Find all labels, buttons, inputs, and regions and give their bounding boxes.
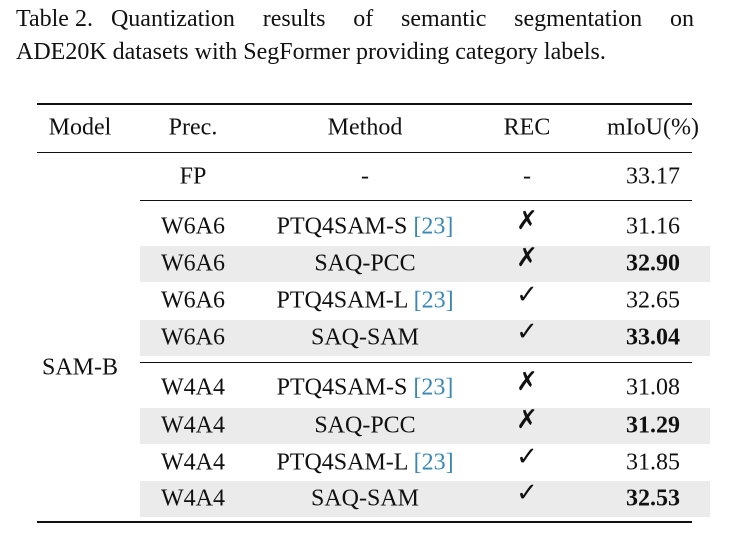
method-name: SAQ-PCC (314, 412, 416, 439)
row-shade (140, 408, 710, 444)
prec-cell: W6A6 (161, 250, 225, 277)
header-cell: mIoU(%) (607, 114, 699, 141)
method-cell: SAQ-SAM (311, 486, 419, 513)
caption-line: ADE20K datasets with SegFormer providing… (16, 39, 606, 65)
citation: [23] (413, 287, 454, 314)
method-name: SAQ-SAM (310, 485, 420, 512)
header-rule (37, 152, 692, 153)
prec-cell: W4A4 (161, 449, 225, 476)
caption-line: Table 2. Quantization results of semanti… (16, 6, 694, 33)
method-name: - (361, 163, 369, 190)
prec-cell: W6A6 (161, 287, 225, 314)
method-cell: PTQ4SAM-S [23] (277, 375, 454, 402)
bottom-rule (37, 521, 692, 523)
method-cell: SAQ-PCC (314, 413, 415, 440)
method-name: PTQ4SAM-L (276, 287, 408, 314)
row-shade (140, 481, 710, 517)
rec-cell: ✓ (516, 317, 538, 347)
method-name: PTQ4SAM-L (276, 449, 408, 476)
prec-cell: W4A4 (161, 374, 225, 401)
prec-cell: W6A6 (161, 324, 225, 351)
rec-cell: ✗ (516, 367, 538, 397)
rec-cell: ✗ (516, 243, 538, 273)
prec-cell: W4A4 (161, 485, 225, 512)
miou-cell: 32.65 (626, 287, 680, 314)
caption-text: Quantization results of semantic segment… (110, 6, 694, 32)
row-shade (140, 320, 710, 356)
miou-cell: 33.04 (626, 324, 680, 351)
prec-cell: W6A6 (161, 213, 225, 240)
model-cell: SAM-B (41, 354, 119, 381)
method-cell: SAQ-SAM (311, 325, 419, 352)
rec-cell: ✓ (516, 442, 538, 472)
method-cell: PTQ4SAM-S [23] (277, 214, 454, 241)
miou-cell: 31.08 (626, 374, 680, 401)
miou-cell: 33.17 (626, 163, 680, 190)
citation: [23] (413, 449, 454, 476)
miou-cell: 32.90 (626, 250, 680, 277)
rec-cell: ✗ (516, 206, 538, 236)
miou-cell: 31.29 (626, 412, 680, 439)
row-shade (140, 246, 710, 282)
rec-cell: ✓ (516, 280, 538, 310)
header-cell: Model (48, 114, 112, 141)
rec-cell: - (523, 163, 531, 190)
method-name: SAQ-PCC (314, 250, 416, 277)
method-name: PTQ4SAM-S (276, 213, 408, 240)
miou-cell: 32.53 (626, 485, 680, 512)
citation: [23] (413, 213, 454, 240)
caption-label: Table 2. (16, 6, 93, 32)
method-cell: PTQ4SAM-L [23] (276, 450, 453, 477)
header-cell: Method (327, 114, 403, 141)
rec-cell: ✓ (516, 478, 538, 508)
header-cell: REC (503, 114, 551, 141)
method-name: SAQ-SAM (310, 324, 420, 351)
prec-cell: W4A4 (161, 412, 225, 439)
miou-cell: 31.16 (626, 213, 680, 240)
top-rule (37, 103, 692, 105)
method-cell: PTQ4SAM-L [23] (276, 288, 453, 315)
method-cell: - (361, 164, 369, 191)
method-name: PTQ4SAM-S (276, 374, 408, 401)
prec-cell: FP (179, 163, 207, 190)
miou-cell: 31.85 (626, 449, 680, 476)
header-cell: Prec. (168, 114, 218, 141)
method-cell: SAQ-PCC (314, 251, 415, 278)
rec-cell: ✗ (516, 405, 538, 435)
citation: [23] (413, 374, 454, 401)
mid-rule (140, 200, 692, 201)
mid-rule (140, 362, 692, 363)
